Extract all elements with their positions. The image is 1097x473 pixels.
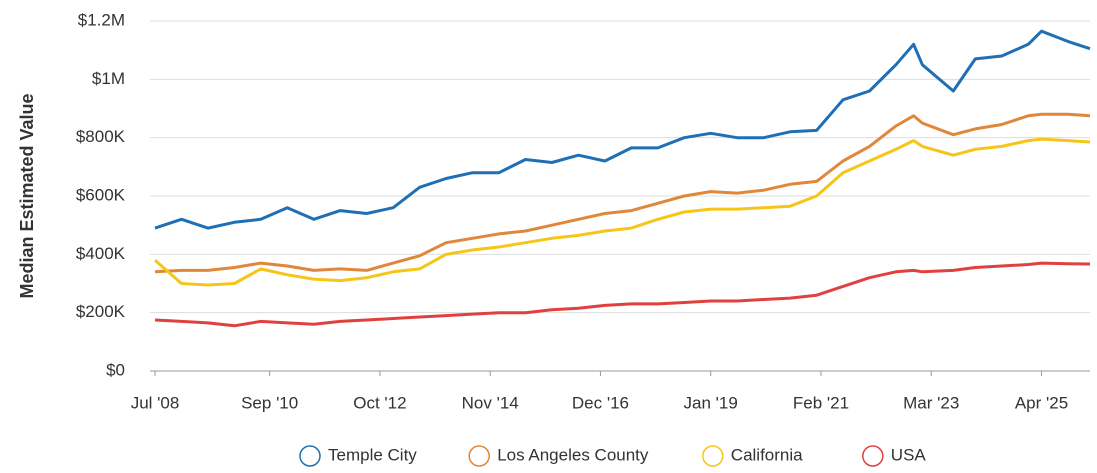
x-tick-label: Nov '14	[462, 393, 519, 412]
x-tick-label: Apr '25	[1015, 393, 1068, 412]
y-tick-label: $600K	[76, 185, 126, 204]
series-line	[154, 137, 1091, 287]
legend-label: California	[731, 445, 803, 464]
y-tick-label: $200K	[76, 302, 126, 321]
legend-label: USA	[891, 445, 927, 464]
y-axis-label: Median Estimated Value	[17, 93, 37, 298]
x-tick-label: Feb '21	[793, 393, 849, 412]
legend-label: Los Angeles County	[497, 445, 649, 464]
legend-marker	[299, 445, 321, 467]
x-tick-label: Sep '10	[241, 393, 298, 412]
x-tick-label: Jan '19	[684, 393, 738, 412]
legend-marker	[862, 445, 884, 467]
x-tick-label: Mar '23	[903, 393, 959, 412]
y-tick-label: $400K	[76, 244, 126, 263]
series-line	[154, 29, 1091, 230]
series-line	[154, 112, 1091, 274]
legend-marker	[468, 445, 490, 467]
series-line	[154, 261, 1091, 328]
y-tick-label: $0	[106, 360, 125, 379]
x-tick-label: Oct '12	[353, 393, 406, 412]
legend-label: Temple City	[328, 445, 417, 464]
legend-marker	[702, 445, 724, 467]
y-tick-label: $800K	[76, 127, 126, 146]
x-tick-label: Jul '08	[131, 393, 180, 412]
x-tick-label: Dec '16	[572, 393, 629, 412]
y-tick-label: $1.2M	[78, 10, 125, 29]
y-tick-label: $1M	[92, 69, 125, 88]
